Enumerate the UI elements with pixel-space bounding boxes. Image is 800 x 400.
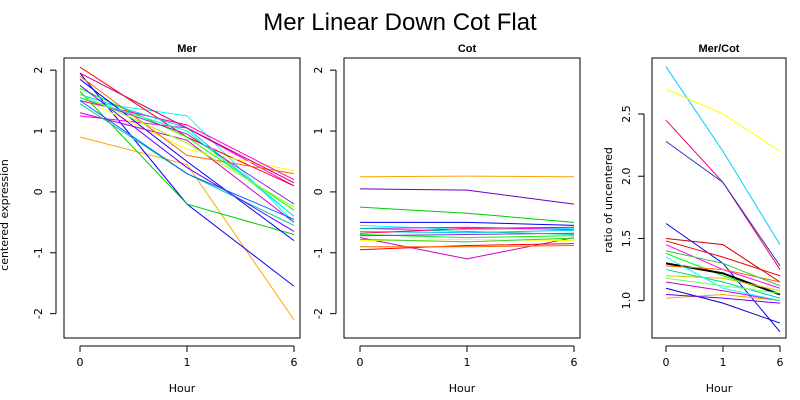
panel-title: Cot xyxy=(458,43,477,55)
series-group xyxy=(665,66,781,333)
plot-frame xyxy=(651,57,787,339)
panel-2: Cot 0 1 6 Hour -2 -1 0 1 2 xyxy=(312,43,581,395)
y-tick-label: 1.5 xyxy=(620,230,633,248)
series-line-4 xyxy=(665,140,781,267)
figure-title: Mer Linear Down Cot Flat xyxy=(263,9,537,36)
series-line-16 xyxy=(359,237,575,243)
series-line-18 xyxy=(665,250,781,287)
series-line-19 xyxy=(665,240,781,277)
panel-title: Mer xyxy=(177,43,197,55)
x-tick-label: 0 xyxy=(77,356,84,369)
series-line-20 xyxy=(665,277,781,294)
series-line-16 xyxy=(79,84,295,232)
x-tick-label: 1 xyxy=(464,356,471,369)
y-tick-label: 1 xyxy=(32,128,45,135)
series-line-10 xyxy=(665,293,781,302)
plot-frame xyxy=(63,57,301,339)
series-line-2 xyxy=(359,188,575,205)
series-line-12 xyxy=(665,269,781,299)
series-line-14 xyxy=(359,227,575,236)
series-line-1 xyxy=(665,66,781,245)
y-tick-label: -2 xyxy=(312,308,325,319)
series-line-13 xyxy=(665,281,781,302)
y-axis-label: ratio of uncentered xyxy=(602,147,615,253)
series-line-19 xyxy=(79,100,295,220)
series-line-2 xyxy=(665,88,781,152)
series-line-4 xyxy=(79,91,295,236)
x-tick-label: 0 xyxy=(357,356,364,369)
x-tick-label: 0 xyxy=(663,356,670,369)
series-line-18 xyxy=(79,72,295,184)
series-line-1 xyxy=(79,136,295,321)
x-axis-label: Hour xyxy=(449,382,476,395)
series-line-4 xyxy=(360,221,575,226)
y-tick-label: 0 xyxy=(32,188,45,195)
series-line-3 xyxy=(359,206,575,223)
plot-frame xyxy=(343,57,581,339)
panel-title: Mer/Cot xyxy=(699,43,740,55)
series-line-11 xyxy=(665,287,781,324)
series-line-5 xyxy=(665,223,781,333)
series-line-1 xyxy=(359,175,575,178)
series-line-11 xyxy=(79,78,295,242)
series-line-20 xyxy=(79,94,295,208)
x-axis-label: Hour xyxy=(169,382,196,395)
series-line-8 xyxy=(359,243,575,251)
series-line-7 xyxy=(79,97,295,172)
series-line-5 xyxy=(79,115,295,187)
y-tick-label: 1.0 xyxy=(620,292,633,310)
series-line-15 xyxy=(359,226,575,234)
series-group xyxy=(359,175,575,260)
series-line-6 xyxy=(359,226,575,231)
x-tick-label: 1 xyxy=(720,356,727,369)
y-tick-label: -2 xyxy=(32,308,45,319)
y-tick-label: 2 xyxy=(312,67,325,74)
x-tick-label: 1 xyxy=(184,356,191,369)
x-axis-label: Hour xyxy=(706,382,733,395)
series-line-17 xyxy=(665,293,781,304)
y-axis-label: centered expression xyxy=(0,159,11,271)
series-line-14 xyxy=(79,75,295,175)
series-line-3 xyxy=(665,119,781,270)
panel-3: Mer/Cot 0 1 6 Hour 1.0 1.5 2.0 2.5 ratio of uncen… xyxy=(602,43,787,395)
x-tick-label: 6 xyxy=(291,356,298,369)
series-line-17 xyxy=(79,97,295,217)
y-tick-label: 2.0 xyxy=(620,167,633,185)
series-line-12 xyxy=(79,97,295,205)
x-tick-label: 6 xyxy=(571,356,578,369)
x-tick-label: 6 xyxy=(777,356,784,369)
y-tick-label: -1 xyxy=(312,247,325,258)
y-tick-label: 0 xyxy=(312,188,325,195)
y-tick-label: 2.5 xyxy=(620,105,633,123)
y-tick-label: 2 xyxy=(32,67,45,74)
series-line-13 xyxy=(79,112,295,223)
panel-1: Mer 0 1 6 Hour -2 -1 0 1 2 centered expression xyxy=(0,43,301,395)
series-group xyxy=(79,66,295,321)
series-line-13 xyxy=(360,244,575,248)
series-line-14 xyxy=(665,275,781,292)
y-tick-label: -1 xyxy=(32,247,45,258)
y-tick-label: 1 xyxy=(312,128,325,135)
